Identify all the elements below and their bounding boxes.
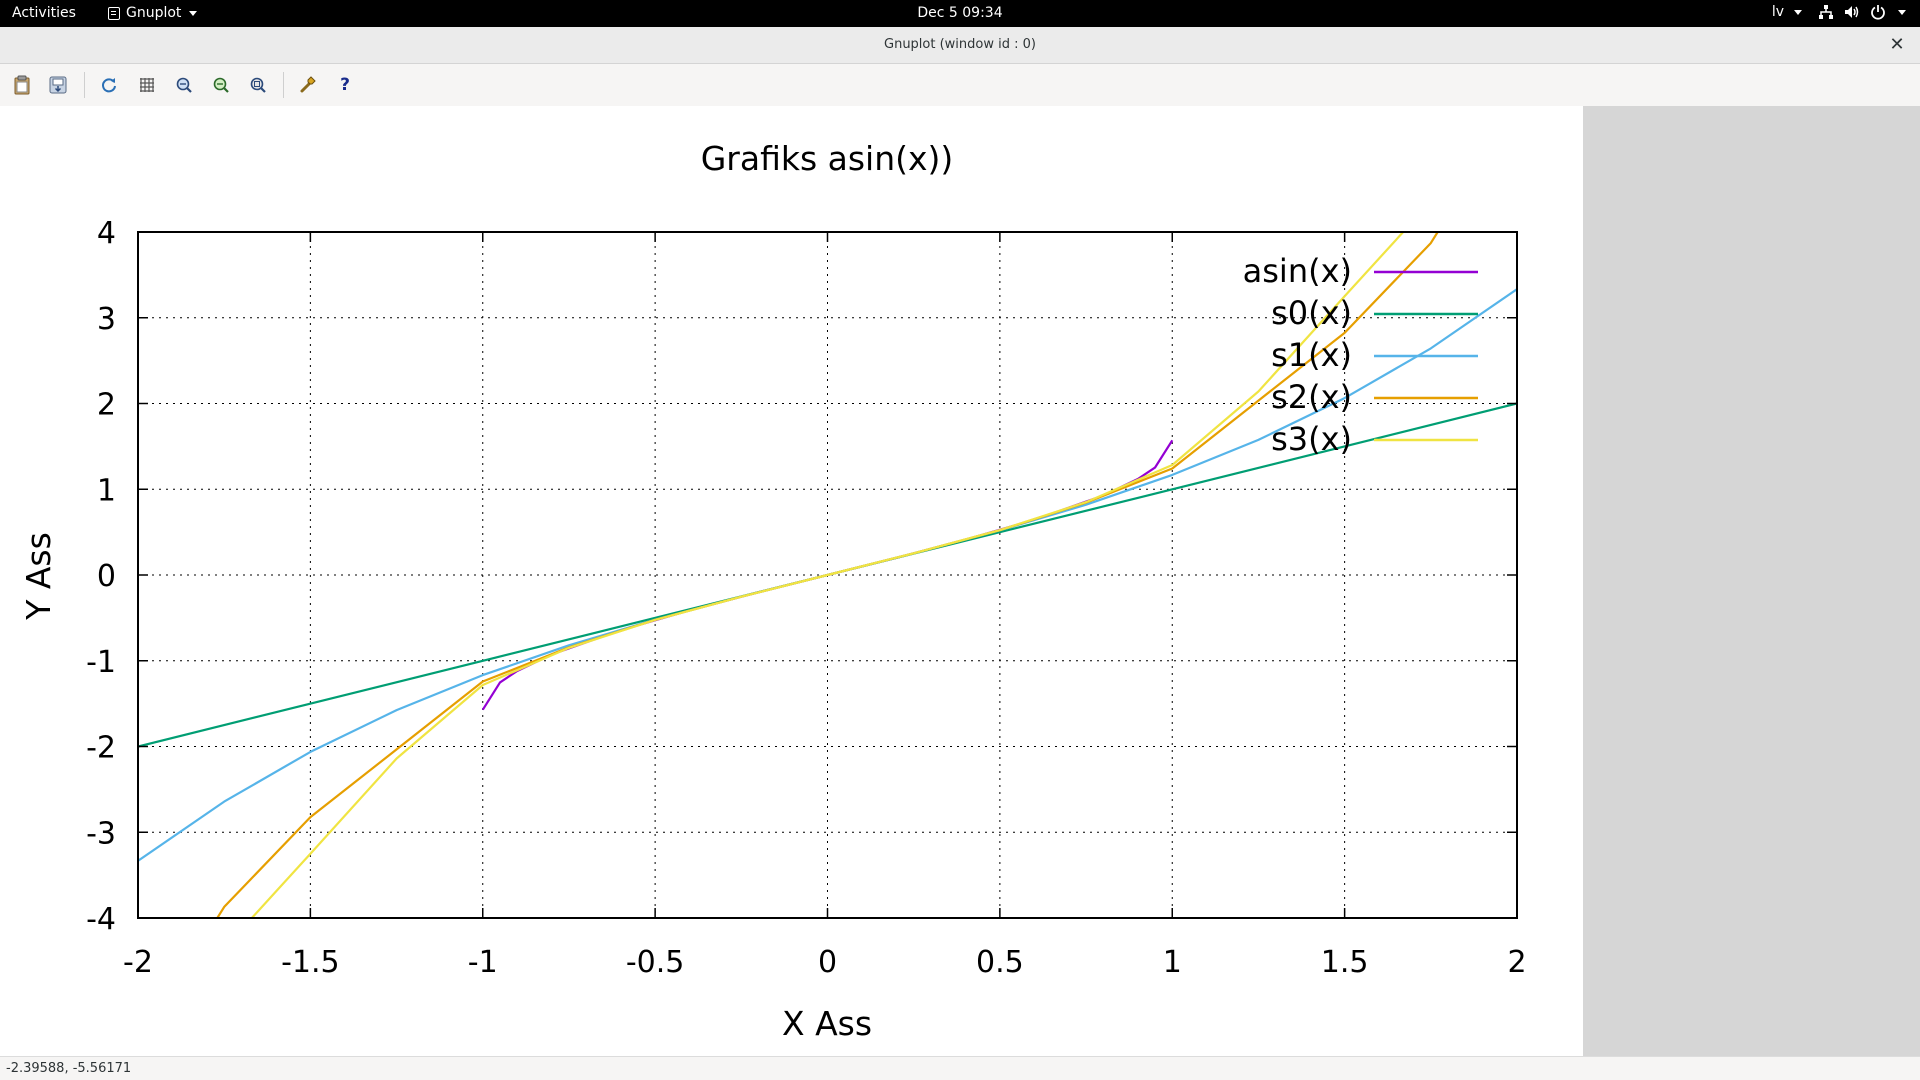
y-tick-label: -3 <box>86 816 116 851</box>
app-menu[interactable]: Gnuplot <box>108 5 198 21</box>
chart-title: Grafiks asin(x)) <box>701 139 954 178</box>
x-tick-label: 2 <box>1507 945 1526 980</box>
keyboard-layout-menu[interactable]: lv <box>1772 4 1802 20</box>
zoom-previous-icon <box>176 77 192 93</box>
app-menu-label: Gnuplot <box>126 5 182 21</box>
empty-side-panel <box>1583 106 1920 1056</box>
y-tick-label: -1 <box>86 645 116 680</box>
grid-lines <box>138 232 1517 918</box>
toggle-grid-button[interactable] <box>134 72 160 98</box>
toolbar-separator <box>283 72 284 98</box>
export-button[interactable] <box>45 72 71 98</box>
y-axis-label: Y Ass <box>19 532 58 621</box>
x-tick-label: 1 <box>1163 945 1182 980</box>
grid-icon <box>140 78 154 92</box>
copy-to-clipboard-icon <box>14 75 30 95</box>
clock[interactable]: Dec 5 09:34 <box>917 5 1003 21</box>
plot-series <box>138 232 1517 918</box>
gnuplot-app-icon <box>108 6 120 20</box>
x-tick-label: -1 <box>468 945 498 980</box>
keyboard-layout-label: lv <box>1771 4 1784 20</box>
x-tick-label: 1.5 <box>1321 945 1369 980</box>
legend-label: s1(x) <box>1271 336 1352 374</box>
window-title-bar: Gnuplot (window id : 0) ✕ <box>0 27 1920 64</box>
help-icon: ? <box>340 75 350 95</box>
x-tick-label: -0.5 <box>626 945 685 980</box>
replot-button[interactable] <box>96 72 122 98</box>
close-window-button[interactable]: ✕ <box>1889 34 1905 55</box>
help-button[interactable]: ? <box>332 72 358 98</box>
plot-svg[interactable]: -2 -1.5 -1 -0.5 0 0.5 1 1.5 2 4 3 2 1 0 -1 -2 -3 -4 Grafi… <box>0 106 1583 1056</box>
axis-ticks: -2 -1.5 -1 -0.5 0 0.5 1 1.5 2 4 3 2 1 0 -1 -2 -3 -4 <box>86 216 1526 980</box>
chevron-down-icon <box>1898 9 1906 15</box>
zoom-previous-button[interactable] <box>171 72 197 98</box>
y-tick-label: 4 <box>97 216 116 251</box>
toolbar-separator <box>84 72 85 98</box>
settings-icon <box>300 76 316 93</box>
unzoom-icon <box>250 77 266 93</box>
legend-label: s3(x) <box>1271 420 1352 458</box>
legend-label: asin(x) <box>1243 252 1352 290</box>
zoom-next-button[interactable] <box>208 72 234 98</box>
power-icon <box>1871 5 1885 20</box>
legend-label: s0(x) <box>1271 294 1352 332</box>
series-line-s3x <box>250 232 1405 918</box>
plot-canvas[interactable]: -2 -1.5 -1 -0.5 0 0.5 1 1.5 2 4 3 2 1 0 -1 -2 -3 -4 Grafi… <box>0 106 1583 1056</box>
gnome-top-bar: Activities Gnuplot Dec 5 09:34 lv <box>0 0 1920 27</box>
chevron-down-icon <box>189 10 198 16</box>
x-tick-label: -1.5 <box>281 945 340 980</box>
cursor-coordinates: -2.39588, -5.56171 <box>6 1061 132 1076</box>
y-tick-label: 1 <box>97 473 116 508</box>
volume-icon <box>1845 6 1859 18</box>
x-tick-label: 0 <box>818 945 837 980</box>
unzoom-button[interactable] <box>245 72 271 98</box>
y-tick-label: -2 <box>86 731 116 766</box>
legend: asin(x) s0(x) s1(x) s2(x) s3(x) <box>1243 252 1478 458</box>
legend-label: s2(x) <box>1271 378 1352 416</box>
x-tick-label: -2 <box>123 945 153 980</box>
status-bar: -2.39588, -5.56171 <box>0 1056 1920 1080</box>
export-icon <box>49 76 67 94</box>
zoom-next-icon <box>213 77 229 93</box>
chevron-down-icon <box>1794 9 1802 15</box>
copy-to-clipboard-button[interactable] <box>9 72 35 98</box>
system-menu[interactable] <box>1818 4 1906 20</box>
y-tick-label: -4 <box>86 902 116 937</box>
activities-button[interactable]: Activities <box>12 5 76 21</box>
replot-icon <box>102 78 116 93</box>
y-tick-label: 2 <box>97 388 116 423</box>
settings-button[interactable] <box>295 72 321 98</box>
y-tick-label: 3 <box>97 302 116 337</box>
y-tick-label: 0 <box>97 559 116 594</box>
toolbar: ? <box>0 64 1920 106</box>
network-icon <box>1819 5 1833 19</box>
x-axis-label: X Ass <box>782 1004 872 1043</box>
x-tick-label: 0.5 <box>976 945 1024 980</box>
window-title: Gnuplot (window id : 0) <box>884 37 1036 52</box>
